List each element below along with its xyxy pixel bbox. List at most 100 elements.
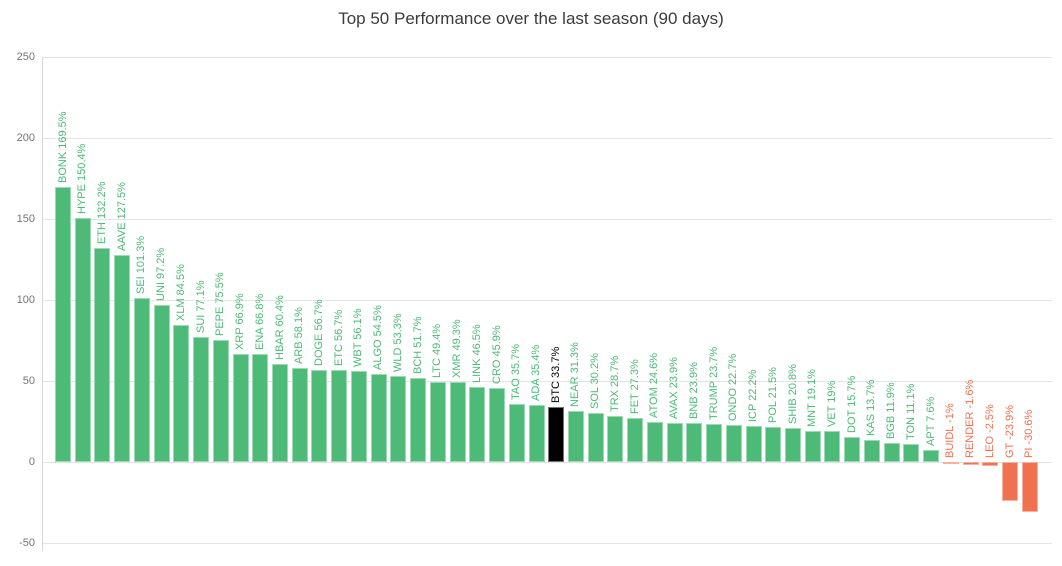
bar-trump[interactable] — [706, 423, 723, 462]
bar-algo[interactable] — [370, 373, 387, 462]
bar-label-bgb: BGB 11.9% — [885, 382, 898, 439]
bar-label-sei: SEI 101.3% — [135, 235, 148, 294]
bar-atom[interactable] — [646, 422, 663, 462]
bar-label-icp: ICP 22.2% — [747, 369, 760, 423]
gridline — [42, 218, 1052, 220]
bar-pol[interactable] — [765, 427, 782, 462]
bar-mnt[interactable] — [804, 431, 821, 462]
bar-pepe[interactable] — [212, 339, 229, 462]
chart-title: Top 50 Performance over the last season … — [338, 9, 724, 28]
bar-gt[interactable] — [1002, 462, 1019, 501]
bar-label-pol: POL 21.5% — [766, 367, 779, 424]
bar-label-cro: CRO 45.9% — [490, 324, 503, 384]
gridline — [42, 137, 1052, 139]
y-tick-label: 200 — [16, 132, 35, 144]
y-tick-label: 50 — [22, 375, 35, 387]
bar-bnb[interactable] — [686, 423, 703, 462]
bar-pi[interactable] — [1021, 462, 1038, 512]
bar-sui[interactable] — [193, 337, 210, 462]
bar-label-trx: TRX 28.7% — [608, 355, 621, 412]
bar-label-gt: GT -23.9% — [1003, 405, 1016, 458]
bar-label-ton: TON 11.1% — [904, 383, 917, 441]
bar-shib[interactable] — [785, 428, 801, 462]
bar-sei[interactable] — [133, 297, 150, 462]
bar-label-xlm: XLM 84.5% — [174, 264, 187, 322]
bar-label-leo: LEO -2.5% — [983, 404, 996, 458]
bar-label-tao: TAO 35.7% — [510, 344, 523, 401]
bar-label-bonk: BONK 169.5% — [56, 111, 69, 184]
bar-label-uni: UNI 97.2% — [155, 247, 168, 301]
bar-label-render: RENDER -1.6% — [964, 379, 977, 458]
bar-label-wld: WLD 53.3% — [391, 312, 404, 372]
bar-xlm[interactable] — [173, 325, 190, 462]
bar-tao[interactable] — [508, 404, 525, 462]
bar-vet[interactable] — [824, 431, 841, 462]
bar-label-pi: PI -30.6% — [1023, 409, 1036, 458]
bar-ondo[interactable] — [725, 425, 742, 462]
bar-label-xmr: XMR 49.3% — [451, 319, 464, 379]
gridline — [42, 380, 1052, 382]
bar-xmr[interactable] — [449, 382, 466, 462]
bar-aave[interactable] — [114, 255, 131, 462]
bar-sol[interactable] — [587, 413, 604, 462]
bar-bgb[interactable] — [883, 442, 900, 462]
bar-arb[interactable] — [291, 367, 308, 462]
bar-cro[interactable] — [489, 387, 506, 462]
bar-ton[interactable] — [903, 444, 920, 462]
bar-bch[interactable] — [410, 378, 427, 462]
bar-wld[interactable] — [390, 375, 407, 462]
bar-hype[interactable] — [74, 218, 91, 462]
bar-wbt[interactable] — [350, 371, 367, 462]
bar-label-sui: SUI 77.1% — [194, 280, 207, 334]
bar-label-xrp: XRP 66.9% — [234, 292, 247, 350]
bar-label-arb: ARB 58.1% — [293, 307, 306, 364]
gridline — [42, 56, 1052, 58]
bar-label-link: LINK 46.5% — [470, 323, 483, 383]
bar-kas[interactable] — [863, 439, 880, 462]
bar-leo[interactable] — [982, 462, 999, 467]
y-tick-label: 0 — [28, 456, 35, 468]
bar-doge[interactable] — [311, 370, 328, 462]
bar-hbar[interactable] — [272, 364, 289, 462]
bar-render[interactable] — [962, 462, 979, 465]
gridline — [42, 461, 1052, 463]
bar-ltc[interactable] — [429, 381, 446, 462]
bar-label-algo: ALGO 54.5% — [372, 304, 385, 370]
bar-label-avax: AVAX 23.9% — [668, 357, 681, 420]
y-axis-line — [42, 57, 43, 551]
bar-btc[interactable] — [548, 407, 565, 462]
bar-ena[interactable] — [252, 353, 269, 462]
gridline — [42, 542, 1052, 544]
bar-label-mnt: MNT 19.1% — [806, 369, 819, 428]
bar-bonk[interactable] — [55, 187, 71, 462]
bar-apt[interactable] — [923, 449, 940, 462]
bar-ada[interactable] — [528, 404, 545, 462]
bar-label-hbar: HBAR 60.4% — [273, 295, 286, 361]
bar-uni[interactable] — [153, 304, 170, 462]
bar-dot[interactable] — [844, 436, 861, 462]
bar-etc[interactable] — [331, 370, 348, 462]
bar-label-ada: ADA 35.4% — [530, 344, 543, 401]
bar-label-hype: HYPE 150.4% — [76, 144, 89, 215]
bar-fet[interactable] — [627, 417, 644, 462]
y-tick-label: -50 — [19, 537, 35, 549]
y-tick-label: 150 — [16, 213, 35, 225]
bar-eth[interactable] — [94, 247, 111, 462]
bar-link[interactable] — [469, 386, 486, 462]
bar-label-ltc: LTC 49.4% — [431, 323, 444, 378]
bar-label-vet: VET 19% — [825, 380, 838, 428]
bar-label-ena: ENA 66.8% — [253, 293, 266, 350]
bar-avax[interactable] — [666, 423, 683, 462]
bar-xrp[interactable] — [232, 353, 249, 462]
bar-label-bch: BCH 51.7% — [411, 316, 424, 375]
gridline — [42, 299, 1052, 301]
bar-icp[interactable] — [745, 426, 762, 462]
bar-label-doge: DOGE 56.7% — [312, 299, 325, 367]
bar-trx[interactable] — [607, 415, 624, 462]
y-tick-label: 100 — [16, 294, 35, 306]
bar-label-kas: KAS 13.7% — [865, 379, 878, 436]
bar-label-trump: TRUMP 23.7% — [707, 346, 720, 420]
bar-buidl[interactable] — [942, 462, 959, 464]
bar-near[interactable] — [567, 411, 584, 462]
